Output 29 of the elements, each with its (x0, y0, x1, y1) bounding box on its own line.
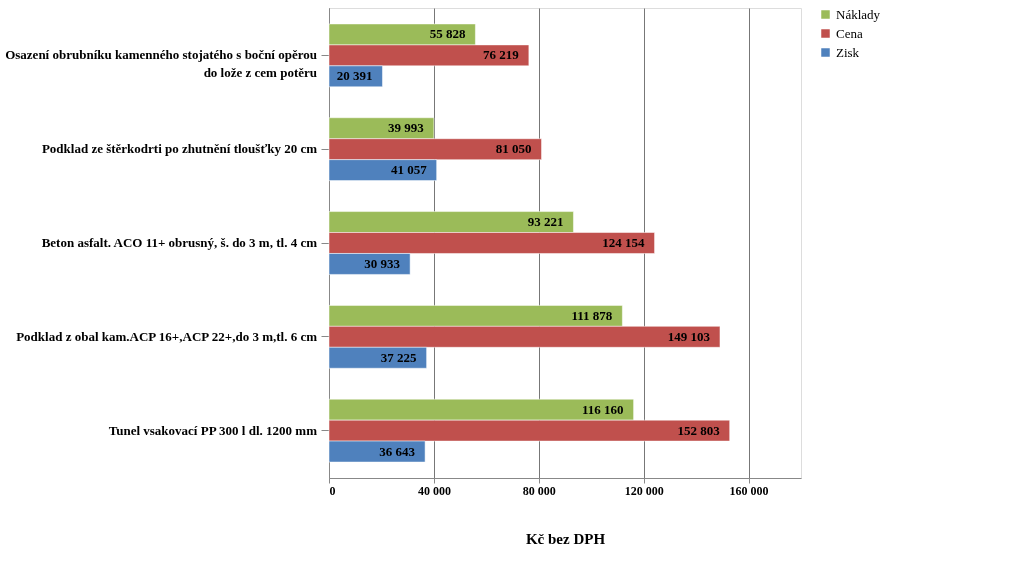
data-label: 30 933 (364, 255, 401, 271)
y-tick-label: Podklad ze štěrkodrti po zhutnění tloušťky 20 cm (41, 141, 318, 157)
data-label: 81 050 (495, 141, 532, 157)
legend-label: Náklady (836, 6, 881, 22)
data-label: 37 225 (380, 349, 418, 365)
data-label: 116 160 (582, 401, 624, 417)
data-label: 39 993 (388, 120, 425, 136)
data-label: 124 154 (602, 235, 646, 250)
y-tick-label: Podklad z obal kam.ACP 16+,ACP 22+,do 3 m,tl. 6 cm (16, 328, 318, 344)
x-axis-title: Kč bez DPH (525, 530, 606, 547)
y-tick-label: Beton asfalt. ACO 11+ obrusný, š. do 3 m, tl. 4 cm (41, 235, 318, 250)
y-tick-label: Osazení obrubníku kamenného stojatého s boční opěrou do lože z cem potěru (5, 47, 317, 81)
y-tick-label: Tunel vsakovací PP 300 l dl. 1200 mm (108, 422, 318, 438)
data-label: 149 103 (667, 328, 711, 344)
x-tick-label: 160 000 (729, 483, 769, 498)
legend-label: Cena (836, 25, 863, 41)
data-label: 41 057 (390, 162, 428, 178)
x-tick-label: 80 000 (522, 483, 556, 498)
x-tick-label: 120 000 (624, 483, 664, 498)
data-label: 111 878 (571, 307, 613, 323)
data-label: 20 391 (336, 68, 373, 84)
data-label: 36 643 (379, 443, 416, 459)
x-tick-label: 40 000 (417, 483, 451, 498)
x-tick-label: 0 (329, 483, 336, 498)
data-label: 76 219 (483, 47, 520, 63)
data-label: 93 221 (527, 214, 564, 230)
data-label: 55 828 (429, 26, 466, 42)
data-label: 152 803 (677, 422, 721, 438)
legend-label: Zisk (836, 44, 860, 60)
